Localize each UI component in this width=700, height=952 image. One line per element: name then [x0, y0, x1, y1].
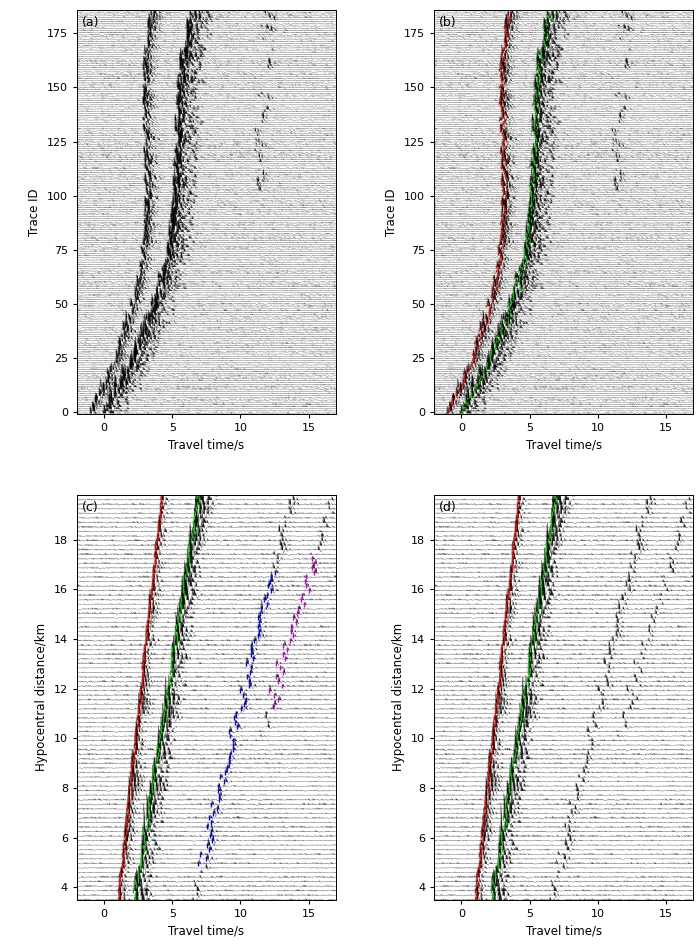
- Text: (d): (d): [440, 501, 457, 514]
- Text: (a): (a): [82, 15, 99, 29]
- X-axis label: Travel time/s: Travel time/s: [168, 439, 244, 451]
- Text: (b): (b): [440, 15, 457, 29]
- Y-axis label: Hypocentral distance/km: Hypocentral distance/km: [393, 624, 405, 771]
- Text: (c): (c): [82, 501, 99, 514]
- X-axis label: Travel time/s: Travel time/s: [526, 924, 602, 937]
- X-axis label: Travel time/s: Travel time/s: [168, 924, 244, 937]
- Y-axis label: Trace ID: Trace ID: [28, 188, 41, 236]
- X-axis label: Travel time/s: Travel time/s: [526, 439, 602, 451]
- Y-axis label: Trace ID: Trace ID: [386, 188, 398, 236]
- Y-axis label: Hypocentral distance/km: Hypocentral distance/km: [35, 624, 48, 771]
